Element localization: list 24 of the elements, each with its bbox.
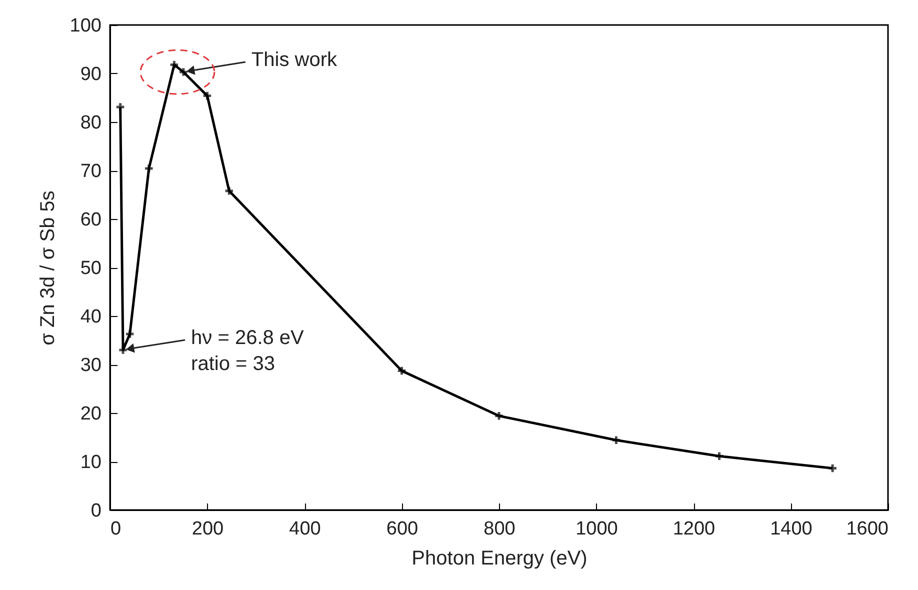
x-axis-title: Photon Energy (eV): [412, 548, 588, 570]
x-tick-label: 400: [289, 518, 321, 540]
x-tick-label: 1600: [846, 518, 888, 540]
x-tick-label: 800: [484, 518, 516, 540]
x-tick-label: 600: [386, 518, 418, 540]
y-tick-label: 0: [90, 500, 102, 522]
x-tick-label: 1200: [672, 518, 716, 540]
y-tick-label: 100: [70, 16, 102, 36]
y-tick-label: 70: [80, 161, 102, 182]
y-tick-label: 30: [80, 355, 102, 376]
x-tick-label: 1400: [770, 518, 812, 540]
y-tick-label: 40: [80, 306, 102, 328]
y-tick-label: 20: [80, 404, 102, 424]
y-tick-label: 80: [80, 112, 102, 134]
y-tick-label: 50: [80, 258, 102, 279]
x-tick-label: 0: [110, 518, 122, 540]
y-tick-label: 10: [80, 452, 102, 473]
annotation: hν = 26.8 eV ratio = 33: [191, 326, 305, 375]
y-tick-label: 60: [80, 210, 102, 230]
x-tick-label: 200: [192, 518, 224, 540]
x-tick-label: 1000: [576, 518, 618, 540]
y-axis-title: σ Zn 3d / σ Sb 5s: [36, 190, 59, 346]
annotation: This work: [251, 49, 338, 72]
y-tick-label: 90: [80, 64, 102, 85]
